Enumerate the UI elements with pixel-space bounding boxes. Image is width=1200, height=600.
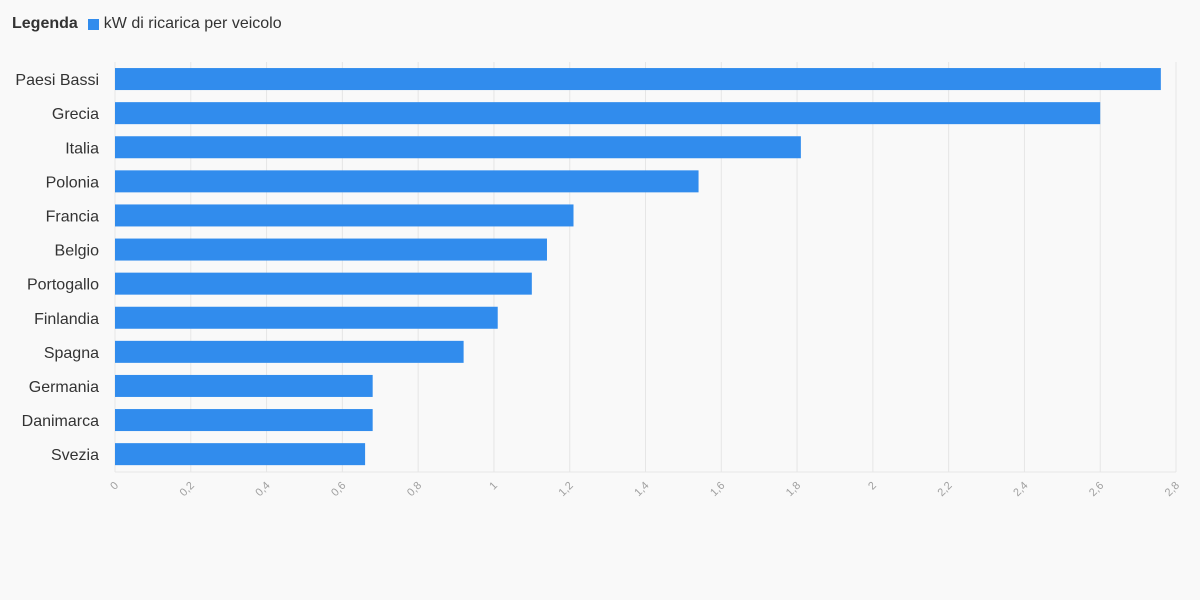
- y-category-label: Francia: [46, 208, 99, 225]
- bar[interactable]: [115, 136, 801, 159]
- bar[interactable]: [115, 68, 1161, 91]
- y-axis-labels: Paesi Bassi Grecia Italia Polonia Francia Bel…: [15, 72, 99, 464]
- x-tick-label: 0,4: [253, 480, 272, 499]
- x-tick-label: 2,8: [1163, 480, 1182, 499]
- bar[interactable]: [115, 443, 366, 466]
- x-tick-label: 0,6: [329, 480, 348, 499]
- legend: Legenda kW di ricarica per veicolo: [12, 14, 282, 34]
- x-axis-labels: 0 0,2 0,4 0,6 0,8 1 1,2 1,4 1,6 1,8 2 2,2 2,4 2,6 2,8: [108, 480, 1182, 499]
- y-category-label: Polonia: [46, 174, 99, 191]
- x-tick-label: 1: [487, 480, 500, 493]
- bar[interactable]: [115, 374, 373, 397]
- bar[interactable]: [115, 170, 699, 193]
- bars: [115, 68, 1161, 466]
- y-category-label: Germania: [29, 379, 99, 396]
- y-category-label: Italia: [65, 140, 99, 157]
- y-category-label: Danimarca: [22, 413, 99, 430]
- x-tick-label: 2,6: [1087, 480, 1106, 499]
- legend-swatch: [87, 18, 99, 30]
- x-tick-label: 0: [108, 480, 121, 493]
- bar[interactable]: [115, 204, 574, 227]
- x-tick-label: 2,2: [935, 480, 954, 499]
- y-category-label: Grecia: [52, 106, 99, 123]
- x-tick-label: 2,4: [1011, 480, 1030, 499]
- y-category-label: Spagna: [44, 345, 99, 362]
- y-category-label: Svezia: [51, 447, 99, 464]
- y-category-label: Portogallo: [27, 277, 99, 294]
- gridlines: [114, 62, 1177, 473]
- y-category-label: Finlandia: [34, 311, 99, 328]
- bar[interactable]: [115, 102, 1101, 125]
- bar[interactable]: [115, 272, 532, 295]
- bar[interactable]: [115, 409, 373, 432]
- x-tick-label: 0,8: [405, 480, 424, 499]
- x-tick-label: 1,6: [708, 480, 727, 499]
- bar[interactable]: [115, 306, 498, 329]
- x-tick-label: 1,2: [557, 480, 576, 499]
- x-tick-label: 2: [866, 480, 879, 493]
- x-tick-label: 1,4: [632, 480, 651, 499]
- x-tick-label: 1,8: [784, 480, 803, 499]
- legend-label: kW di ricarica per veicolo: [103, 15, 282, 32]
- y-category-label: Paesi Bassi: [15, 72, 99, 89]
- y-category-label: Belgio: [55, 243, 100, 260]
- bar[interactable]: [115, 340, 464, 363]
- legend-title: Legenda: [12, 15, 78, 32]
- bar[interactable]: [115, 238, 547, 261]
- x-tick-label: 0,2: [178, 480, 197, 499]
